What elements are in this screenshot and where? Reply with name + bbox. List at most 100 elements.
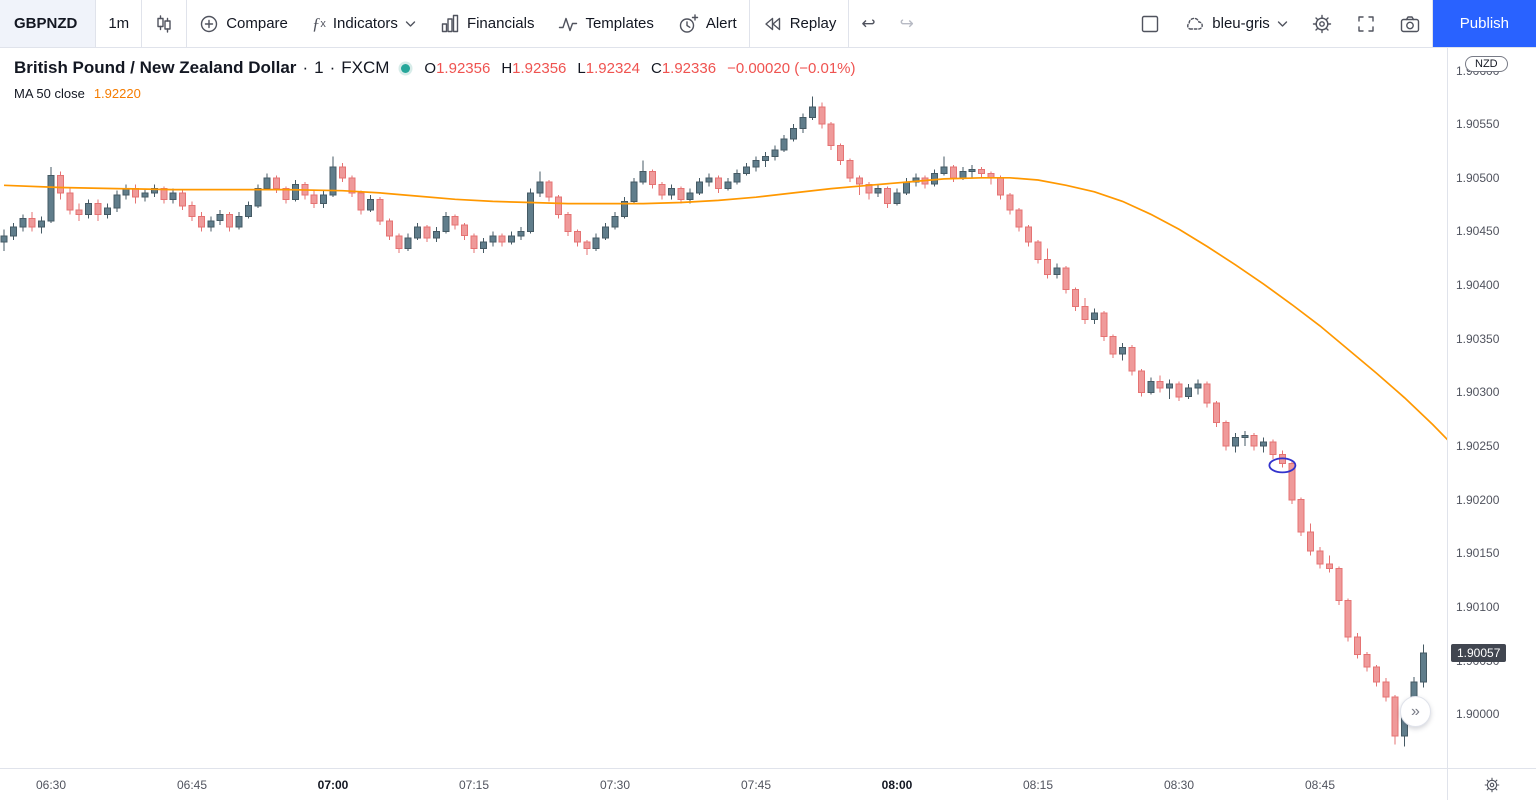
templates-button[interactable]: Templates (546, 0, 665, 47)
alert-label: Alert (705, 15, 737, 32)
replay-label: Replay (789, 15, 837, 32)
time-tick-label: 08:45 (1304, 778, 1336, 792)
symbol-button[interactable]: GBPNZD (0, 0, 96, 47)
price-tick-label: 1.90300 (1456, 385, 1500, 400)
change-value: −0.00020 (−0.01%) (727, 59, 856, 77)
exchange-label: FXCM (341, 58, 390, 77)
layout-name-label: bleu-gris (1212, 15, 1270, 32)
gear-icon (1312, 14, 1332, 34)
ma-label: MA 50 close (14, 86, 85, 101)
redo-icon: ↪ (899, 14, 914, 33)
ohlc-low-value: 1.92324 (585, 59, 640, 77)
price-tick-label: 1.90100 (1456, 600, 1500, 615)
toolbar-separator (141, 0, 143, 47)
ohlc-high-value: 1.92356 (512, 59, 567, 77)
toolbar-separator (848, 0, 850, 47)
ohlc-open-key: O (424, 59, 437, 77)
price-tick-label: 1.90150 (1456, 546, 1500, 561)
toolbar-separator (95, 0, 97, 47)
price-axis[interactable]: 1.900001.900501.901001.901501.902001.902… (1447, 48, 1536, 768)
time-tick-label: 07:15 (458, 778, 490, 792)
time-tick-label: 07:45 (740, 778, 772, 792)
financials-label: Financials (466, 15, 535, 32)
layout-square-icon (1140, 14, 1160, 34)
fullscreen-button[interactable] (1344, 0, 1388, 47)
double-chevron-right-icon: » (1411, 702, 1420, 720)
fullscreen-icon (1356, 14, 1376, 34)
interval-button[interactable]: 1m (108, 15, 130, 32)
price-tick-label: 1.90400 (1456, 278, 1500, 293)
toolbar-separator (748, 0, 750, 47)
layout-button[interactable] (1128, 0, 1172, 47)
price-tick-label: 1.90200 (1456, 492, 1500, 507)
replay-rewind-icon (762, 14, 783, 34)
candlestick-plot[interactable] (0, 48, 1447, 768)
chevron-down-icon (405, 19, 416, 29)
ohlc-values: O1.92356 H1.92356 L1.92324 C1.92336 −0.0… (424, 60, 855, 77)
title-separator: · (302, 58, 309, 77)
compare-label: Compare (226, 15, 288, 32)
undo-button[interactable]: ↩ (849, 0, 887, 47)
toolbar-separator (1431, 0, 1433, 47)
time-tick-label: 08:30 (1163, 778, 1195, 792)
time-tick-label: 06:30 (35, 778, 67, 792)
gear-icon[interactable] (1484, 777, 1500, 793)
price-tick-label: 1.90450 (1456, 224, 1500, 239)
ohlc-close-key: C (650, 59, 662, 77)
price-tick-label: 1.90350 (1456, 331, 1500, 346)
candlestick-style-icon (154, 14, 174, 34)
time-tick-label: 06:45 (176, 778, 208, 792)
time-tick-label: 07:30 (599, 778, 631, 792)
ohlc-open-value: 1.92356 (436, 59, 491, 77)
alert-button[interactable]: Alert (666, 0, 749, 47)
chart-pane: British Pound / New Zealand Dollar · 1 ·… (0, 48, 1447, 768)
currency-toggle[interactable]: NZD (1465, 56, 1508, 72)
title-separator: · (329, 58, 336, 77)
interval-label: 1 (314, 58, 324, 77)
ohlc-low-key: L (577, 59, 586, 77)
replay-button[interactable]: Replay (750, 0, 849, 47)
market-status-dot-icon[interactable] (401, 63, 411, 73)
compare-plus-icon (199, 14, 219, 34)
chevron-down-icon (1277, 19, 1288, 29)
alert-clock-icon (678, 13, 699, 34)
ma-indicator-row[interactable]: MA 50 close 1.92220 (14, 86, 856, 101)
cloud-icon (1184, 14, 1205, 34)
time-tick-label: 08:00 (881, 778, 913, 792)
ohlc-close-value: 1.92336 (661, 59, 717, 77)
compare-button[interactable]: Compare (187, 0, 300, 47)
settings-button[interactable] (1300, 0, 1344, 47)
publish-button[interactable]: Publish (1432, 0, 1536, 47)
time-axis[interactable]: 06:30 06:45 07:00 07:15 07:30 07:45 08:00 08:15… (0, 768, 1447, 800)
camera-icon (1400, 14, 1420, 34)
price-tick-label: 1.90000 (1456, 707, 1500, 722)
time-tick-label: 08:15 (1022, 778, 1054, 792)
last-price-badge: 1.90057 (1451, 644, 1507, 663)
price-tick-label: 1.90500 (1456, 170, 1500, 185)
axis-settings-corner[interactable] (1447, 768, 1536, 800)
undo-icon: ↩ (861, 14, 876, 33)
symbol-title[interactable]: British Pound / New Zealand Dollar (14, 58, 297, 77)
price-tick-label: 1.90550 (1456, 117, 1500, 132)
templates-pulse-icon (558, 14, 578, 34)
chart-legend: British Pound / New Zealand Dollar · 1 ·… (14, 58, 856, 101)
price-tick-label: 1.90250 (1456, 439, 1500, 454)
toolbar-separator (186, 0, 188, 47)
templates-label: Templates (585, 15, 654, 32)
toolbar-spacer (926, 0, 1128, 47)
snapshot-button[interactable] (1388, 0, 1432, 47)
ohlc-high-key: H (501, 59, 513, 77)
chart-style-button[interactable] (142, 0, 186, 47)
financials-columns-icon (440, 14, 460, 34)
ma-value: 1.92220 (93, 86, 141, 101)
goto-realtime-button[interactable]: » (1400, 696, 1431, 727)
time-tick-label: 07:00 (317, 778, 349, 792)
redo-button[interactable]: ↪ (888, 0, 926, 47)
financials-button[interactable]: Financials (428, 0, 547, 47)
cloud-layout-button[interactable]: bleu-gris (1172, 0, 1300, 47)
indicators-label: Indicators (332, 15, 398, 32)
